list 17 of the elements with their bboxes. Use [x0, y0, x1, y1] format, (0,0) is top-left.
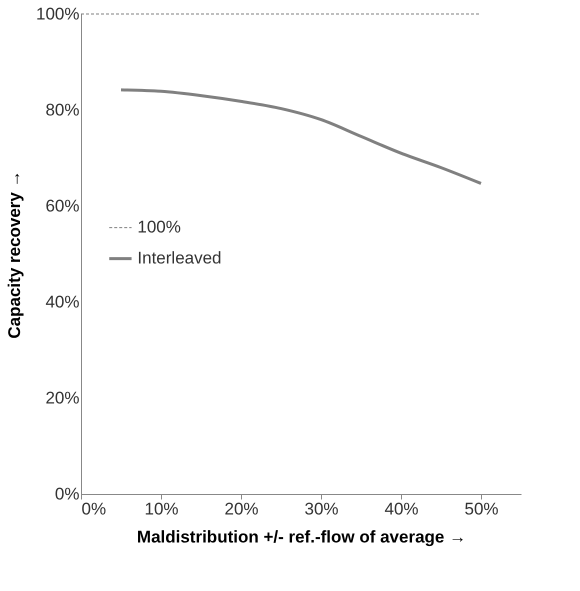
y-tick-label: 60% [45, 196, 80, 216]
y-axis-title: Capacity recovery → [5, 170, 24, 339]
y-tick-label: 40% [45, 292, 80, 312]
y-tick-label: 80% [45, 100, 80, 120]
x-tick-label: 10% [144, 500, 179, 518]
x-tick-label: 20% [224, 500, 259, 518]
x-tick-label: 30% [304, 500, 339, 518]
x-axis-title: Maldistribution +/- ref.-flow of average → [136, 528, 466, 546]
y-tick-label: 0% [54, 484, 80, 504]
x-tick-label: 50% [464, 500, 499, 518]
y-tick-label: 100% [36, 4, 80, 24]
legend-label: 100% [137, 218, 181, 237]
x-tick-label: 40% [384, 500, 419, 518]
legend-label: Interleaved [137, 248, 222, 268]
x-tick-label: 0% [82, 500, 106, 518]
line-series [120, 88, 482, 185]
y-tick-label: 20% [45, 388, 80, 408]
